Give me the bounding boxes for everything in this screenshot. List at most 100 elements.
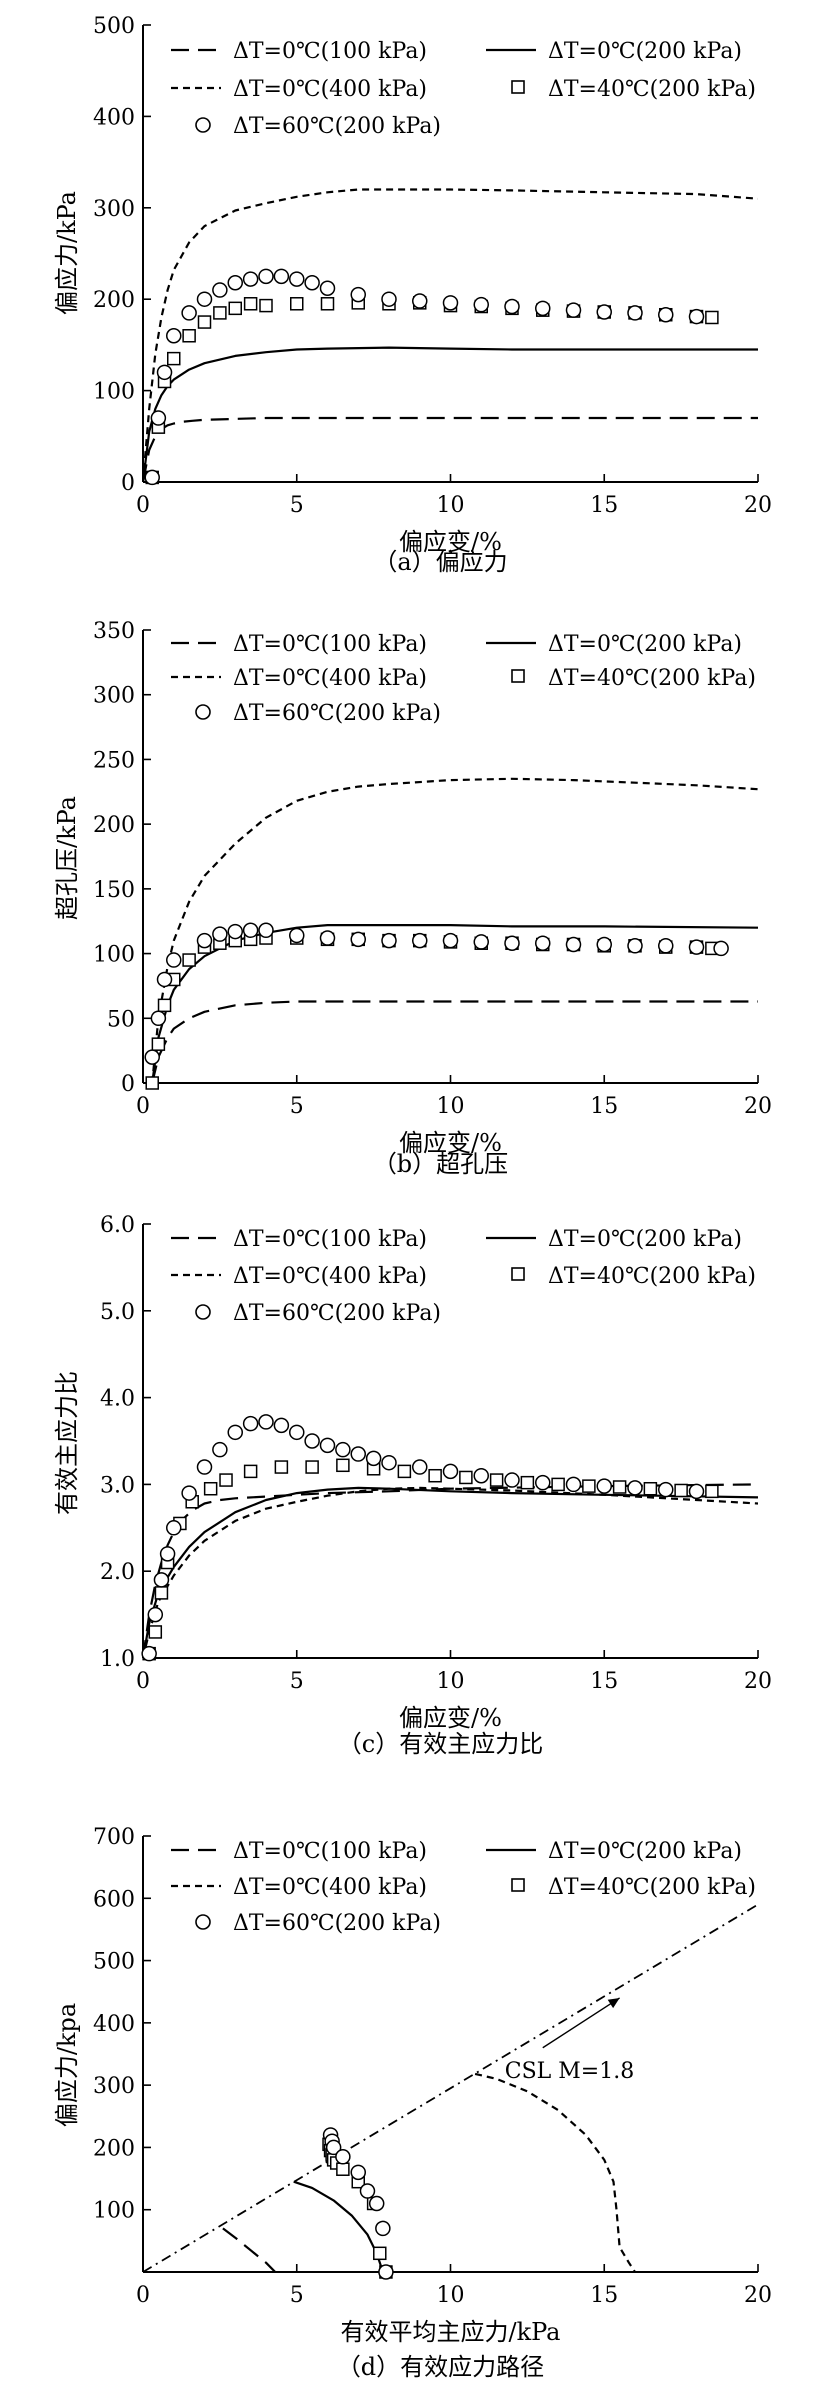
y-axis-label: 有效主应力比 <box>53 1371 81 1515</box>
s2-line <box>143 1486 758 1658</box>
s5-point <box>258 922 274 939</box>
s5-point <box>335 1441 351 1458</box>
s5-point <box>156 971 173 988</box>
s5-point <box>212 926 228 942</box>
s3-legend-label: ΔT=0℃(400 kPa) <box>233 1264 427 1289</box>
s4-point <box>182 953 196 967</box>
s5-point <box>565 936 582 953</box>
y-tick-label: 150 <box>93 878 135 903</box>
s5-point <box>319 280 336 296</box>
s4-point <box>148 1625 163 1639</box>
s4-point <box>197 315 212 329</box>
s3-line <box>151 777 758 1083</box>
s4-point <box>397 1464 412 1479</box>
s4-point <box>612 1480 627 1494</box>
s4-point <box>582 1479 596 1493</box>
s5-point <box>359 2183 376 2199</box>
s5-point <box>144 469 160 486</box>
x-tick-label: 15 <box>590 493 618 518</box>
s3-line <box>143 188 758 482</box>
y-tick-label: 5.0 <box>100 1300 135 1325</box>
legend: ΔT=0℃(100 kPa) ΔT=0℃(200 kPa) ΔT=0℃(400 kP… <box>171 39 756 139</box>
x-tick-label: 20 <box>744 2283 772 2308</box>
csl-label: CSL M=1.8 <box>505 2059 634 2084</box>
s4-point <box>145 1076 159 1090</box>
s5-point <box>688 308 705 325</box>
s4-legend-label: ΔT=40℃(200 kPa) <box>548 1264 756 1289</box>
s4-point <box>274 1460 289 1474</box>
s4-point <box>203 1481 218 1496</box>
s5-point <box>147 1606 164 1623</box>
s4-point <box>520 1475 535 1490</box>
y-tick-label: 300 <box>93 197 135 222</box>
s5-point <box>412 293 428 309</box>
legend: ΔT=0℃(100 kPa) ΔT=0℃(200 kPa) ΔT=0℃(400 kP… <box>171 632 756 726</box>
y-tick-label: 200 <box>93 288 135 313</box>
s5-point <box>596 304 612 320</box>
s5-legend-label: ΔT=60℃(200 kPa) <box>233 1911 441 1936</box>
s5-legend-marker <box>195 117 211 133</box>
x-tick-label: 10 <box>437 1669 465 1694</box>
x-tick-label: 0 <box>136 493 150 518</box>
s5-legend-marker <box>195 1304 211 1320</box>
s5-point <box>335 2149 351 2165</box>
s5-point <box>196 291 213 307</box>
s4-point <box>290 297 304 311</box>
s5-point <box>596 1478 612 1494</box>
s3-legend-label: ΔT=0℃(400 kPa) <box>233 1875 427 1900</box>
s1-legend-label: ΔT=0℃(100 kPa) <box>233 632 427 657</box>
s2-legend-label: ΔT=0℃(200 kPa) <box>548 1227 742 1252</box>
y-tick-label: 2.0 <box>100 1560 135 1585</box>
panel-caption: （a）偏应力 <box>373 548 507 576</box>
s5-point <box>365 1450 382 1467</box>
s5-point <box>212 1441 228 1458</box>
s5-point <box>565 302 582 318</box>
s5-point <box>289 1424 305 1441</box>
s5-point <box>319 930 336 946</box>
panel-caption: （c）有效主应力比 <box>338 1730 543 1758</box>
s5-point <box>535 935 551 951</box>
s2-legend-label: ΔT=0℃(200 kPa) <box>548 39 742 64</box>
s4-point <box>674 1483 688 1498</box>
s5-point <box>658 1481 674 1498</box>
y-tick-label: 6.0 <box>100 1213 135 1238</box>
y-tick-label: 100 <box>93 2199 135 2224</box>
s5-point <box>596 936 612 953</box>
s5-point <box>166 952 182 968</box>
s5-legend-marker <box>195 704 211 720</box>
x-axis-label: 有效平均主应力/kPa <box>340 2318 560 2346</box>
s5-point <box>658 938 674 954</box>
s5-legend-label: ΔT=60℃(200 kPa) <box>233 1301 441 1326</box>
s4-point <box>551 1477 565 1492</box>
s5-point <box>473 934 489 950</box>
csl-arrow-head <box>607 1997 620 2009</box>
y-tick-label: 600 <box>93 1887 135 1912</box>
s5-point <box>412 932 428 949</box>
y-tick-label: 0 <box>121 1072 135 1097</box>
y-tick-label: 200 <box>93 2136 135 2161</box>
s5-point <box>378 2264 394 2280</box>
panel-1: 0 5 10 15 200100200300400500偏应变/%偏应力/kPa（a）偏… <box>53 14 772 576</box>
x-tick-label: 0 <box>136 2283 150 2308</box>
s4-legend-marker <box>511 1878 525 1892</box>
s5-point <box>304 274 320 291</box>
s5-point <box>196 932 213 949</box>
s1-line <box>143 1483 758 1658</box>
s5-point <box>144 1049 160 1065</box>
y-tick-label: 500 <box>93 14 135 39</box>
s2-legend-label: ΔT=0℃(200 kPa) <box>548 1839 742 1864</box>
s4-point <box>336 2162 350 2176</box>
s5-legend-label: ΔT=60℃(200 kPa) <box>233 114 441 139</box>
y-tick-label: 700 <box>93 1825 135 1850</box>
s5-point <box>150 410 167 426</box>
y-tick-label: 50 <box>107 1007 135 1032</box>
x-tick-label: 0 <box>136 1094 150 1119</box>
s5-point <box>412 1459 428 1475</box>
s4-point <box>336 1458 350 1473</box>
y-tick-label: 3.0 <box>100 1473 135 1498</box>
y-tick-label: 400 <box>93 2012 135 2037</box>
s3-legend-label: ΔT=0℃(400 kPa) <box>233 666 427 691</box>
s5-point <box>381 1454 397 1471</box>
x-tick-label: 15 <box>590 1094 618 1119</box>
s5-point <box>350 2164 366 2181</box>
